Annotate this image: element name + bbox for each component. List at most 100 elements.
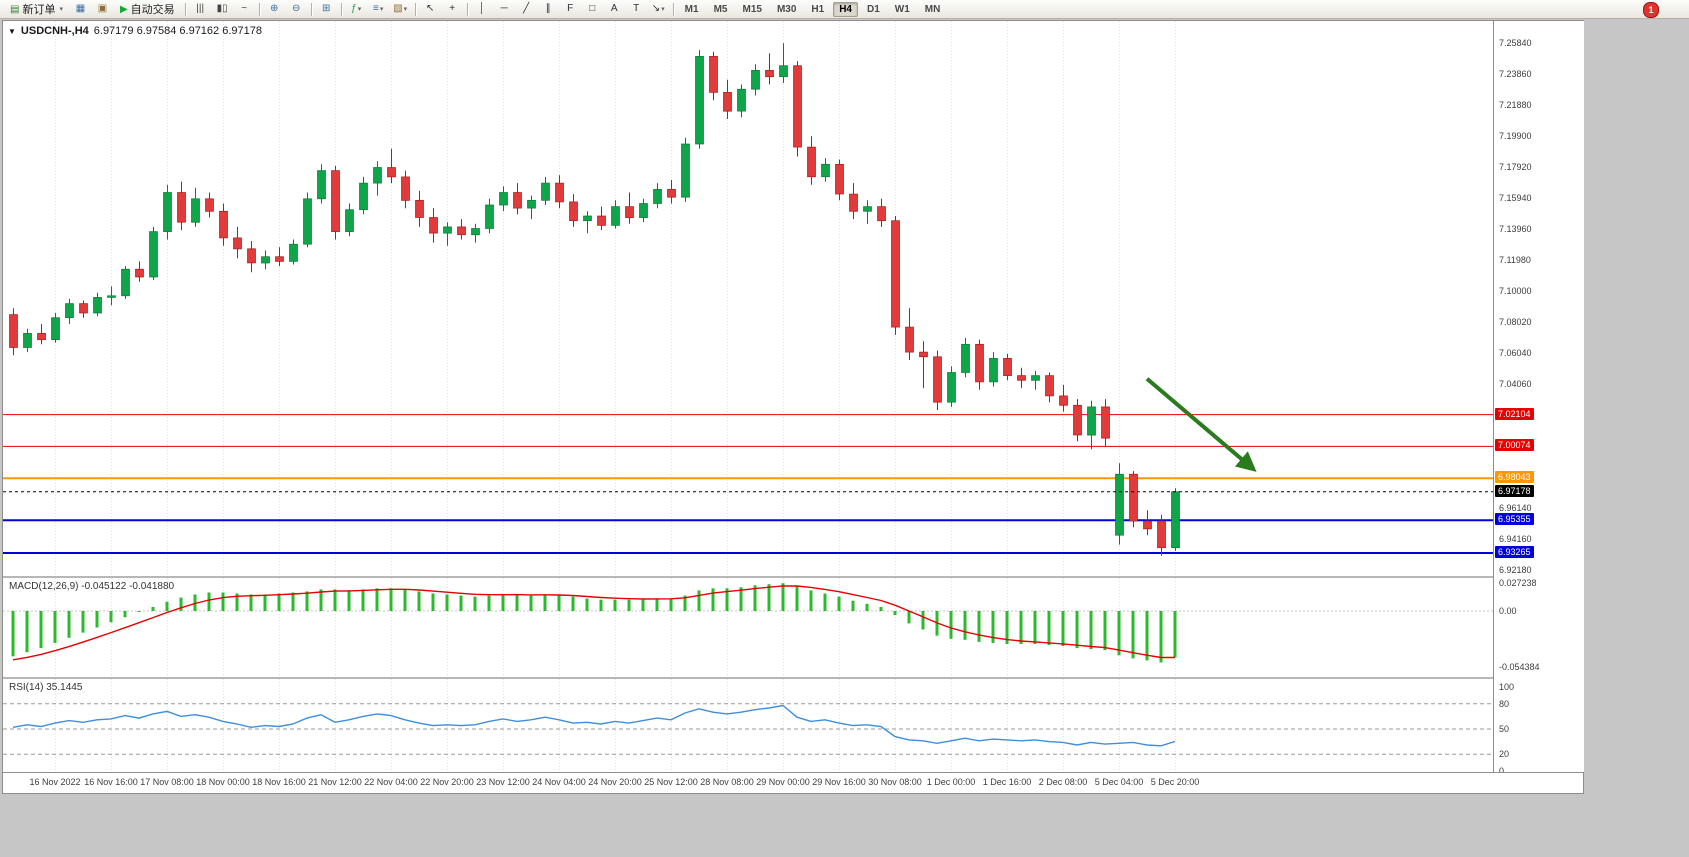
candle-body [569, 201, 578, 222]
candle-body [247, 248, 256, 264]
macd-histogram-bar [11, 611, 15, 657]
macd-histogram-bar [263, 594, 267, 611]
candle-body [807, 146, 816, 178]
candle-body [639, 203, 648, 218]
candle-body [205, 198, 214, 212]
shapes-button[interactable]: □ [582, 0, 603, 18]
price-axis[interactable]: 7.25840 7.23860 7.21880 7.19900 7.17920 7.159… [1493, 21, 1584, 776]
time-axis-label: 22 Nov 04:00 [364, 777, 418, 787]
toolbar-separator [184, 2, 186, 16]
profiles-button[interactable]: ▣ [92, 0, 113, 18]
templates-button[interactable]: ▧ ▾ [390, 0, 411, 18]
rsi-line [12, 704, 1176, 747]
time-axis-label: 29 Nov 00:00 [756, 777, 810, 787]
rsi-indicator-chart[interactable] [3, 679, 1493, 772]
arrows-button[interactable]: ↘ ▾ [648, 0, 669, 18]
candle-body [331, 170, 340, 232]
text-label-button[interactable]: T [626, 0, 647, 18]
time-axis-label: 30 Nov 08:00 [868, 777, 922, 787]
macd-histogram-bar [81, 611, 85, 633]
macd-signal-line [12, 585, 1175, 661]
notification-badge[interactable]: 1 [1643, 2, 1659, 18]
candle-body [933, 356, 942, 403]
one-click-trading-icon[interactable]: ▼ [8, 26, 16, 36]
timeframe-button-m5[interactable]: M5 [713, 3, 728, 15]
macd-histogram-bar [221, 592, 225, 611]
bar-chart-button[interactable]: ||| [190, 0, 211, 18]
new-order-button[interactable]: ▤ 新订单 ▾ [4, 0, 69, 19]
chart-window: ▼ USDCNH-,H4 6.97179 6.97584 6.97162 6.9… [2, 20, 1584, 794]
toolbar-separator [258, 2, 260, 16]
auto-trading-button[interactable]: ▶ 自动交易 [114, 0, 181, 19]
toolbar-separator [672, 2, 674, 16]
candle-body [513, 192, 522, 209]
timeframe-button-h1[interactable]: H1 [811, 3, 825, 15]
macd-histogram-bar [193, 594, 197, 611]
macd-histogram-bar [445, 594, 449, 611]
workspace-background [0, 794, 1689, 857]
macd-histogram-bar [375, 588, 379, 611]
time-axis[interactable]: 16 Nov 2022 16 Nov 16:00 17 Nov 08:00 18 No… [3, 772, 1583, 792]
fibonacci-button[interactable]: F [560, 0, 581, 18]
macd-indicator-chart[interactable] [3, 578, 1493, 677]
horizontal-line-button[interactable]: ─ [494, 0, 515, 18]
auto-trading-icon: ▶ [119, 3, 128, 15]
timeframe-button-m30[interactable]: M30 [776, 3, 797, 15]
zoom-out-button[interactable]: ⊖ [286, 0, 307, 18]
macd-histogram-bar [697, 590, 701, 611]
candle-body [1031, 375, 1040, 381]
level-price-tag: 6.93265 [1495, 545, 1534, 558]
macd-histogram-bar [879, 606, 883, 611]
crosshair-button[interactable]: + [442, 0, 463, 18]
cursor-button[interactable]: ↖ [420, 0, 441, 18]
candle-body [723, 92, 732, 112]
candle-body [625, 206, 634, 218]
fibonacci-icon: F [567, 3, 574, 14]
chart-ohlc-values: 6.97179 6.97584 6.97162 6.97178 [93, 25, 262, 37]
timeframe-button-m1[interactable]: M1 [684, 3, 699, 15]
level-price-tag: 6.98043 [1495, 471, 1534, 484]
candle-body [555, 182, 564, 203]
candlestick-chart-button[interactable]: ▮▯ [212, 0, 233, 18]
macd-histogram-bar [361, 589, 365, 611]
candle-body [317, 170, 326, 200]
macd-label: MACD(12,26,9) -0.045122 -0.041880 [9, 581, 175, 592]
vertical-line-button[interactable]: │ [472, 0, 493, 18]
trendline-button[interactable]: ╱ [516, 0, 537, 18]
timeframe-button-w1[interactable]: W1 [894, 3, 910, 15]
zoom-in-button[interactable]: ⊕ [264, 0, 285, 18]
text-button[interactable]: A [604, 0, 625, 18]
tile-windows-button[interactable]: ⊞ [316, 0, 337, 18]
candle-body [191, 198, 200, 223]
text-label-icon: T [633, 3, 640, 14]
macd-histogram-bar [249, 594, 253, 611]
candle-body [919, 351, 928, 358]
time-axis-label: 1 Dec 16:00 [982, 777, 1032, 787]
price-chart[interactable] [3, 21, 1493, 576]
candle-body [93, 297, 102, 314]
charts-grid-button[interactable]: ▦ [70, 0, 91, 18]
time-axis-label: 16 Nov 2022 [29, 777, 81, 787]
macd-histogram-bar [711, 588, 715, 611]
timeframe-button-m15[interactable]: M15 [742, 3, 762, 15]
candle-body [401, 176, 410, 201]
timeframe-button-h4[interactable]: H4 [833, 1, 858, 17]
macd-histogram-bar [599, 599, 603, 611]
macd-histogram-bar [893, 611, 897, 616]
trend-arrow-annotation[interactable] [1145, 377, 1257, 472]
timeframe-button-d1[interactable]: D1 [866, 3, 880, 15]
rsi-label: RSI(14) 35.1445 [9, 682, 83, 693]
timeframe-button-mn[interactable]: MN [924, 3, 941, 15]
line-chart-button[interactable]: ~ [234, 0, 255, 18]
indicators-button[interactable]: ƒ ▾ [346, 0, 367, 18]
zoom-out-icon: ⊖ [291, 3, 301, 14]
candle-body [821, 163, 830, 178]
channel-button[interactable]: ∥ [538, 0, 559, 18]
new-order-button-label: 新订单 [22, 4, 56, 16]
time-axis-label: 23 Nov 12:00 [476, 777, 530, 787]
candle-body [219, 210, 228, 239]
time-axis-label: 16 Nov 16:00 [84, 777, 138, 787]
candle-body [989, 358, 998, 383]
timeframes-list-button[interactable]: ≡ ▾ [368, 0, 389, 18]
time-axis-label: 2 Dec 08:00 [1038, 777, 1088, 787]
